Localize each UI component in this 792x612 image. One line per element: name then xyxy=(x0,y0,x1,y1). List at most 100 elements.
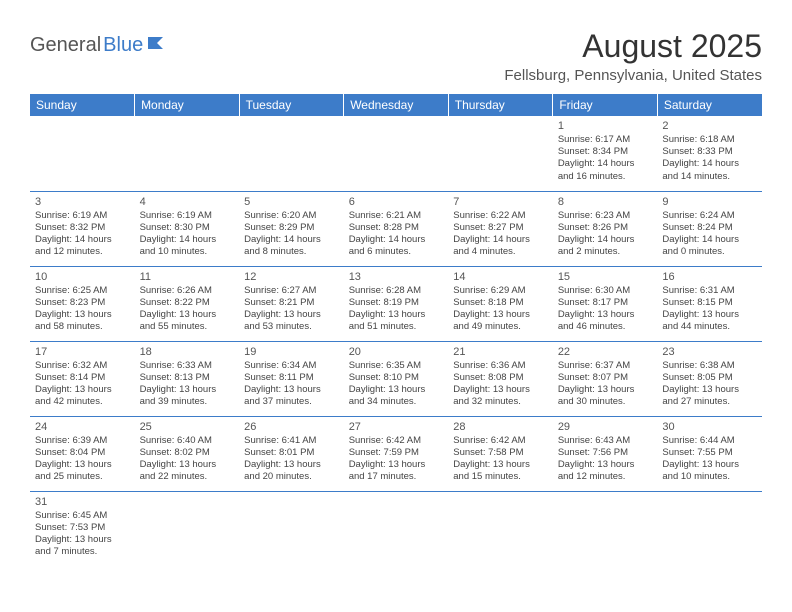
calendar-cell: 22Sunrise: 6:37 AMSunset: 8:07 PMDayligh… xyxy=(553,341,658,416)
cell-line-sr: Sunrise: 6:30 AM xyxy=(558,285,653,297)
day-number: 9 xyxy=(662,195,757,209)
cell-line-dl1: Daylight: 14 hours xyxy=(662,158,757,170)
cell-line-ss: Sunset: 7:56 PM xyxy=(558,447,653,459)
calendar-row: 17Sunrise: 6:32 AMSunset: 8:14 PMDayligh… xyxy=(30,341,762,416)
day-number: 19 xyxy=(244,345,339,359)
cell-line-dl2: and 0 minutes. xyxy=(662,246,757,258)
cell-line-ss: Sunset: 7:55 PM xyxy=(662,447,757,459)
cell-line-dl2: and 32 minutes. xyxy=(453,396,548,408)
cell-line-ss: Sunset: 8:14 PM xyxy=(35,372,130,384)
cell-line-ss: Sunset: 8:21 PM xyxy=(244,297,339,309)
cell-line-dl1: Daylight: 13 hours xyxy=(140,309,235,321)
day-number: 30 xyxy=(662,420,757,434)
cell-line-dl1: Daylight: 13 hours xyxy=(453,384,548,396)
calendar-cell: 17Sunrise: 6:32 AMSunset: 8:14 PMDayligh… xyxy=(30,341,135,416)
cell-line-sr: Sunrise: 6:36 AM xyxy=(453,360,548,372)
cell-line-sr: Sunrise: 6:44 AM xyxy=(662,435,757,447)
cell-line-dl2: and 39 minutes. xyxy=(140,396,235,408)
cell-line-ss: Sunset: 8:32 PM xyxy=(35,222,130,234)
cell-line-dl2: and 15 minutes. xyxy=(453,471,548,483)
calendar-row: 31Sunrise: 6:45 AMSunset: 7:53 PMDayligh… xyxy=(30,491,762,566)
weekday-header: Saturday xyxy=(657,94,762,116)
cell-line-dl2: and 16 minutes. xyxy=(558,171,653,183)
cell-line-dl1: Daylight: 13 hours xyxy=(453,309,548,321)
calendar-body: 1Sunrise: 6:17 AMSunset: 8:34 PMDaylight… xyxy=(30,116,762,566)
day-number: 26 xyxy=(244,420,339,434)
weekday-header: Friday xyxy=(553,94,658,116)
cell-line-dl1: Daylight: 14 hours xyxy=(349,234,444,246)
calendar-cell: 9Sunrise: 6:24 AMSunset: 8:24 PMDaylight… xyxy=(657,191,762,266)
weekday-header: Thursday xyxy=(448,94,553,116)
cell-line-dl1: Daylight: 13 hours xyxy=(349,459,444,471)
cell-line-dl1: Daylight: 14 hours xyxy=(35,234,130,246)
cell-line-sr: Sunrise: 6:40 AM xyxy=(140,435,235,447)
calendar-cell xyxy=(344,491,449,566)
day-number: 15 xyxy=(558,270,653,284)
cell-line-dl2: and 25 minutes. xyxy=(35,471,130,483)
weekday-header: Sunday xyxy=(30,94,135,116)
day-number: 2 xyxy=(662,119,757,133)
calendar-cell: 8Sunrise: 6:23 AMSunset: 8:26 PMDaylight… xyxy=(553,191,658,266)
cell-line-ss: Sunset: 8:17 PM xyxy=(558,297,653,309)
cell-line-dl2: and 44 minutes. xyxy=(662,321,757,333)
day-number: 5 xyxy=(244,195,339,209)
calendar-row: 3Sunrise: 6:19 AMSunset: 8:32 PMDaylight… xyxy=(30,191,762,266)
cell-line-ss: Sunset: 8:28 PM xyxy=(349,222,444,234)
cell-line-dl2: and 49 minutes. xyxy=(453,321,548,333)
cell-line-dl1: Daylight: 14 hours xyxy=(140,234,235,246)
cell-line-ss: Sunset: 8:08 PM xyxy=(453,372,548,384)
month-title: August 2025 xyxy=(504,28,762,65)
flag-icon xyxy=(147,35,169,56)
calendar-cell: 30Sunrise: 6:44 AMSunset: 7:55 PMDayligh… xyxy=(657,416,762,491)
cell-line-sr: Sunrise: 6:25 AM xyxy=(35,285,130,297)
day-number: 21 xyxy=(453,345,548,359)
day-number: 27 xyxy=(349,420,444,434)
cell-line-dl1: Daylight: 13 hours xyxy=(558,309,653,321)
calendar-cell: 11Sunrise: 6:26 AMSunset: 8:22 PMDayligh… xyxy=(135,266,240,341)
calendar-cell: 2Sunrise: 6:18 AMSunset: 8:33 PMDaylight… xyxy=(657,116,762,191)
cell-line-dl1: Daylight: 13 hours xyxy=(35,309,130,321)
cell-line-sr: Sunrise: 6:24 AM xyxy=(662,210,757,222)
cell-line-ss: Sunset: 8:27 PM xyxy=(453,222,548,234)
day-number: 16 xyxy=(662,270,757,284)
calendar-cell: 27Sunrise: 6:42 AMSunset: 7:59 PMDayligh… xyxy=(344,416,449,491)
cell-line-dl2: and 37 minutes. xyxy=(244,396,339,408)
calendar-cell: 14Sunrise: 6:29 AMSunset: 8:18 PMDayligh… xyxy=(448,266,553,341)
title-block: August 2025 Fellsburg, Pennsylvania, Uni… xyxy=(504,28,762,84)
calendar-cell: 4Sunrise: 6:19 AMSunset: 8:30 PMDaylight… xyxy=(135,191,240,266)
cell-line-dl2: and 17 minutes. xyxy=(349,471,444,483)
calendar-cell xyxy=(135,491,240,566)
logo: GeneralBlue xyxy=(30,28,169,57)
cell-line-dl2: and 58 minutes. xyxy=(35,321,130,333)
calendar-cell: 7Sunrise: 6:22 AMSunset: 8:27 PMDaylight… xyxy=(448,191,553,266)
cell-line-dl1: Daylight: 14 hours xyxy=(558,234,653,246)
calendar-cell: 21Sunrise: 6:36 AMSunset: 8:08 PMDayligh… xyxy=(448,341,553,416)
cell-line-dl2: and 14 minutes. xyxy=(662,171,757,183)
day-number: 31 xyxy=(35,495,130,509)
cell-line-dl2: and 20 minutes. xyxy=(244,471,339,483)
calendar-cell: 24Sunrise: 6:39 AMSunset: 8:04 PMDayligh… xyxy=(30,416,135,491)
day-number: 18 xyxy=(140,345,235,359)
cell-line-dl1: Daylight: 13 hours xyxy=(140,459,235,471)
cell-line-dl1: Daylight: 13 hours xyxy=(662,384,757,396)
cell-line-ss: Sunset: 8:22 PM xyxy=(140,297,235,309)
cell-line-dl1: Daylight: 13 hours xyxy=(558,459,653,471)
day-number: 28 xyxy=(453,420,548,434)
cell-line-sr: Sunrise: 6:43 AM xyxy=(558,435,653,447)
cell-line-dl1: Daylight: 14 hours xyxy=(453,234,548,246)
cell-line-sr: Sunrise: 6:39 AM xyxy=(35,435,130,447)
calendar-cell: 25Sunrise: 6:40 AMSunset: 8:02 PMDayligh… xyxy=(135,416,240,491)
cell-line-sr: Sunrise: 6:22 AM xyxy=(453,210,548,222)
calendar-cell xyxy=(657,491,762,566)
cell-line-dl1: Daylight: 13 hours xyxy=(35,534,130,546)
day-number: 4 xyxy=(140,195,235,209)
cell-line-dl2: and 53 minutes. xyxy=(244,321,339,333)
cell-line-dl2: and 10 minutes. xyxy=(662,471,757,483)
calendar-table: SundayMondayTuesdayWednesdayThursdayFrid… xyxy=(30,94,762,566)
cell-line-sr: Sunrise: 6:21 AM xyxy=(349,210,444,222)
calendar-cell: 15Sunrise: 6:30 AMSunset: 8:17 PMDayligh… xyxy=(553,266,658,341)
cell-line-ss: Sunset: 8:33 PM xyxy=(662,146,757,158)
cell-line-ss: Sunset: 8:10 PM xyxy=(349,372,444,384)
cell-line-sr: Sunrise: 6:42 AM xyxy=(349,435,444,447)
cell-line-sr: Sunrise: 6:42 AM xyxy=(453,435,548,447)
